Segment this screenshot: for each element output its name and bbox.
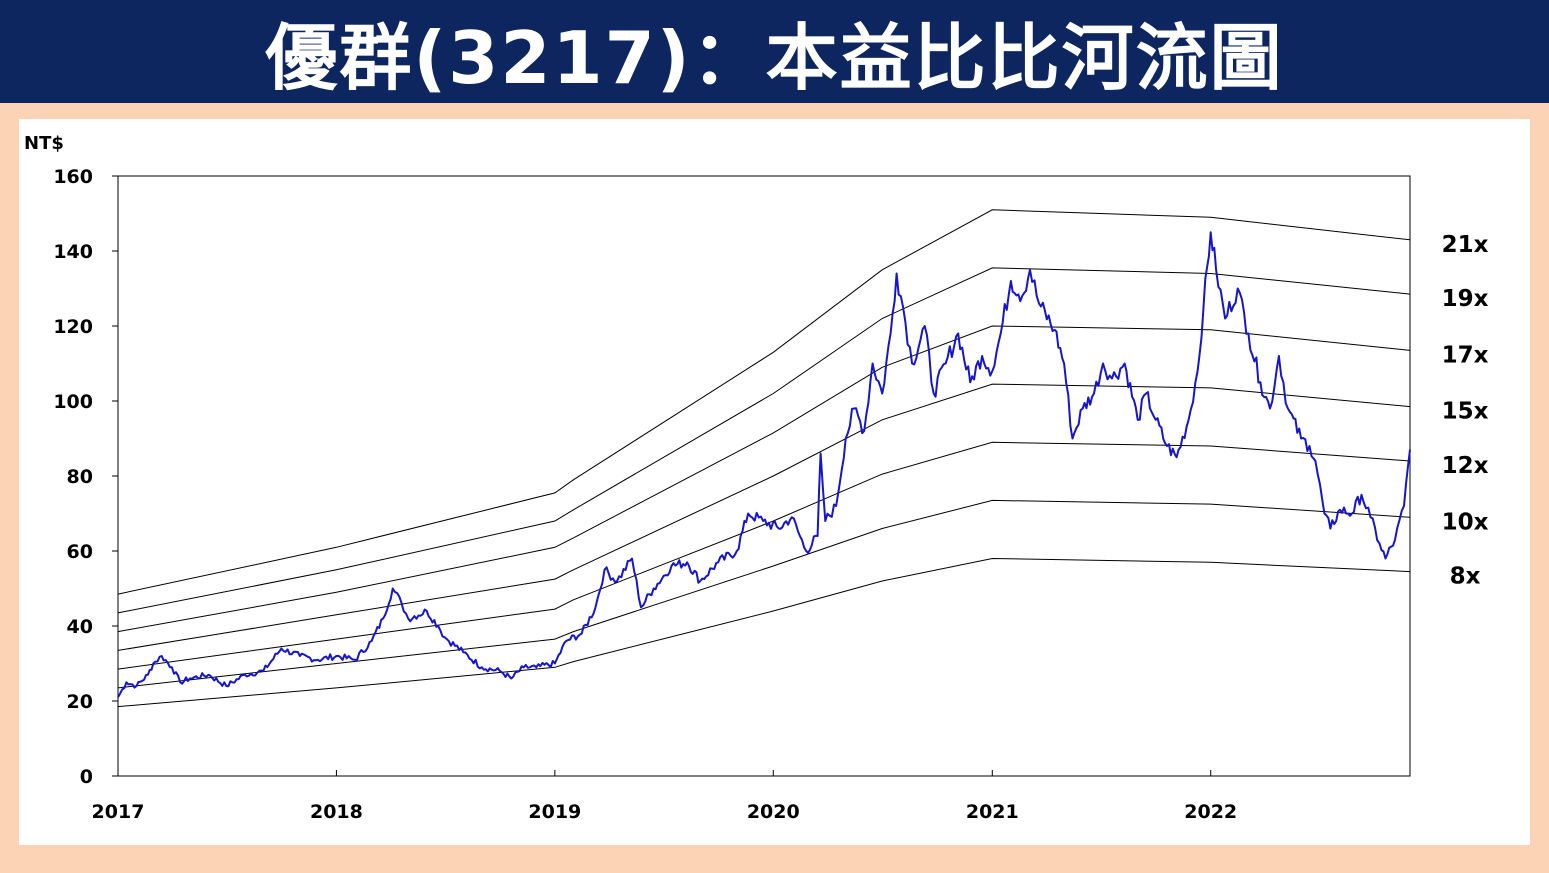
y-tick-label: 80 — [67, 466, 93, 488]
x-tick-label: 2022 — [1184, 801, 1237, 823]
x-tick-label: 2019 — [528, 801, 581, 823]
price-series-line-0 — [117, 231, 1411, 698]
band-label-19x: 19x — [1442, 286, 1489, 312]
title-bar: 優群(3217)：本益比比河流圖 — [0, 0, 1549, 103]
band-line-19x — [117, 267, 1411, 614]
chart-panel: NT$ 0 20 40 60 80 100 120 140 160 2017 2018 2019 2020… — [19, 119, 1530, 845]
y-tick-label: 40 — [67, 616, 93, 638]
y-axis-label: NT$ — [24, 133, 64, 154]
band-label-17x: 17x — [1442, 342, 1489, 368]
y-tick-label: 60 — [67, 541, 93, 563]
x-tick-label: 2021 — [966, 801, 1019, 823]
x-tick-label: 2017 — [92, 801, 145, 823]
y-tick-label: 120 — [53, 316, 93, 338]
band-label-21x: 21x — [1442, 232, 1489, 258]
band-line-15x — [117, 383, 1411, 651]
band-label-15x: 15x — [1442, 399, 1489, 425]
x-tick-label: 2020 — [747, 801, 800, 823]
band-label-10x: 10x — [1442, 509, 1489, 535]
chart-title: 優群(3217)：本益比比河流圖 — [265, 16, 1284, 100]
y-tick-label: 0 — [80, 766, 93, 788]
y-tick-label: 160 — [53, 166, 93, 188]
band-line-21x — [117, 209, 1411, 595]
band-label-12x: 12x — [1442, 453, 1489, 479]
band-line-10x — [117, 499, 1411, 689]
x-tick-label: 2018 — [310, 801, 363, 823]
pe-river-chart: NT$ 0 20 40 60 80 100 120 140 160 2017 2018 2019 2020… — [24, 133, 1489, 823]
y-tick-label: 20 — [67, 691, 93, 713]
band-line-12x — [117, 441, 1411, 670]
band-label-8x: 8x — [1450, 564, 1481, 590]
band-line-8x — [117, 557, 1411, 708]
y-tick-label: 100 — [53, 391, 93, 413]
band-line-17x — [117, 325, 1411, 633]
y-tick-label: 140 — [53, 241, 93, 263]
